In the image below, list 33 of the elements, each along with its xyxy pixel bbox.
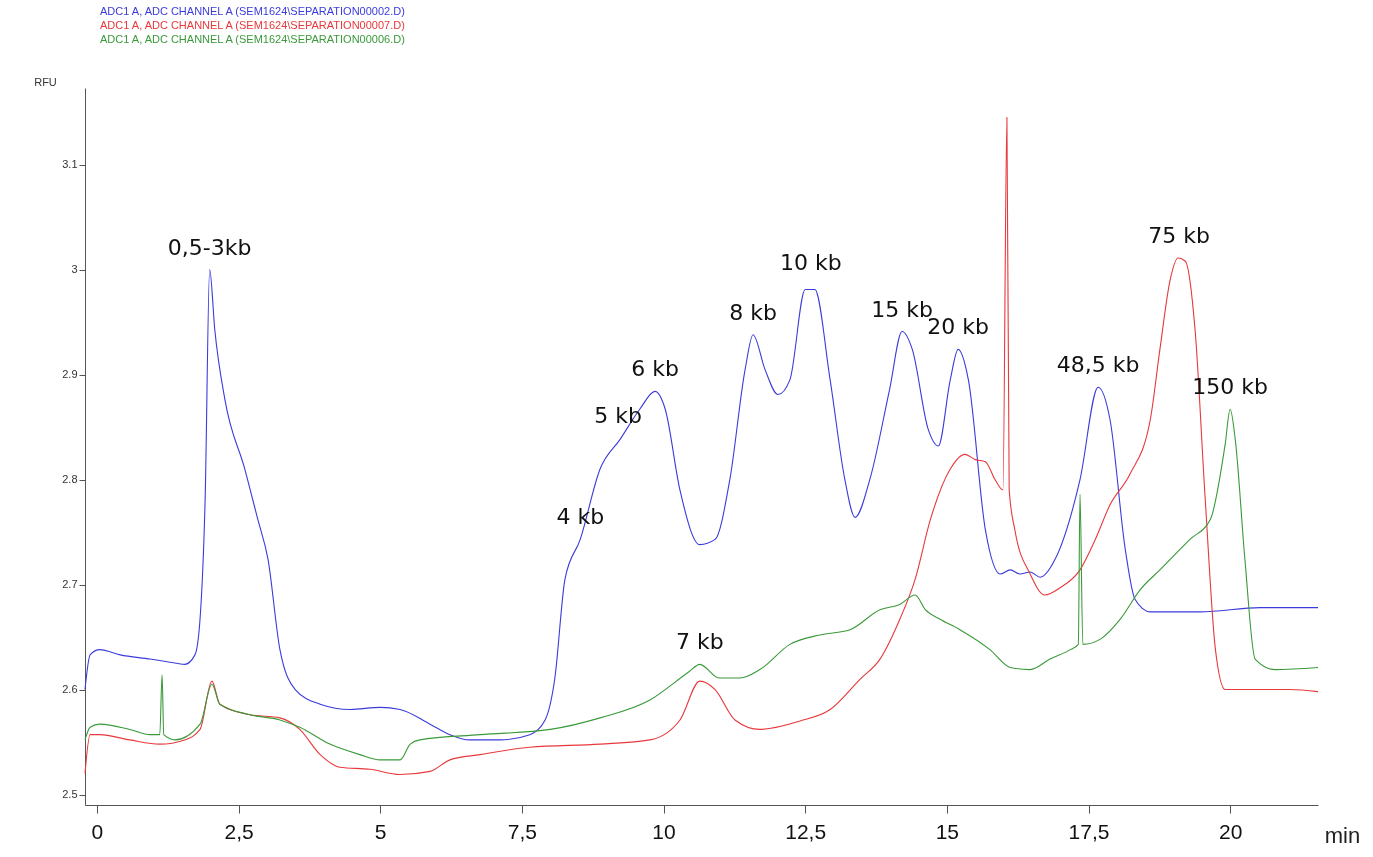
text: ADC1 A, ADC CHANNEL A (SEM1624\SEPARATION00007.D)	[100, 18, 405, 31]
annotation: 5 kb	[594, 402, 643, 428]
annotation: 10 kb	[780, 250, 842, 276]
annotation: 48,5 kb	[1056, 352, 1140, 378]
x-tick-label: 12,5	[785, 819, 827, 843]
x-tick-label: 15	[935, 819, 960, 843]
x-axis-title: min	[1324, 822, 1361, 848]
annotation: 8 kb	[729, 299, 777, 325]
line-series	[84, 269, 1319, 741]
annotation: 75 kb	[1148, 223, 1211, 249]
annotation: 0,5-3kb	[167, 234, 252, 260]
text: ADC1 A, ADC CHANNEL A (SEM1624\SEPARATION00006.D)	[100, 32, 405, 45]
y-tick-label: 2.8	[62, 473, 78, 486]
x-tick-label: 20	[1218, 819, 1243, 843]
annotation: 7 kb	[675, 629, 724, 655]
y-tick-label: 2.9	[62, 368, 78, 381]
x-tick-label: 0	[91, 819, 104, 843]
x-tick-label: 10	[652, 819, 676, 843]
x-tick-label: 5	[374, 819, 387, 843]
y-tick-label: 2.7	[62, 578, 78, 591]
y-tick-label: 2.5	[62, 788, 78, 800]
line-series	[84, 408, 1319, 761]
y-tick-label: 2.6	[62, 683, 78, 696]
x-tick-label: 2,5	[224, 819, 254, 843]
annotation: 6 kb	[631, 356, 679, 382]
y-tick-label: 3	[71, 263, 78, 276]
line-series	[84, 116, 1319, 776]
y-axis-title: RFU	[34, 75, 57, 88]
x-tick-label: 7,5	[507, 819, 537, 843]
x-tick-label: 17,5	[1068, 819, 1110, 843]
annotation: 150 kb	[1192, 374, 1269, 400]
y-tick-label: 3.1	[62, 158, 78, 171]
text: ADC1 A, ADC CHANNEL A (SEM1624\SEPARATION00002.D)	[100, 4, 405, 17]
